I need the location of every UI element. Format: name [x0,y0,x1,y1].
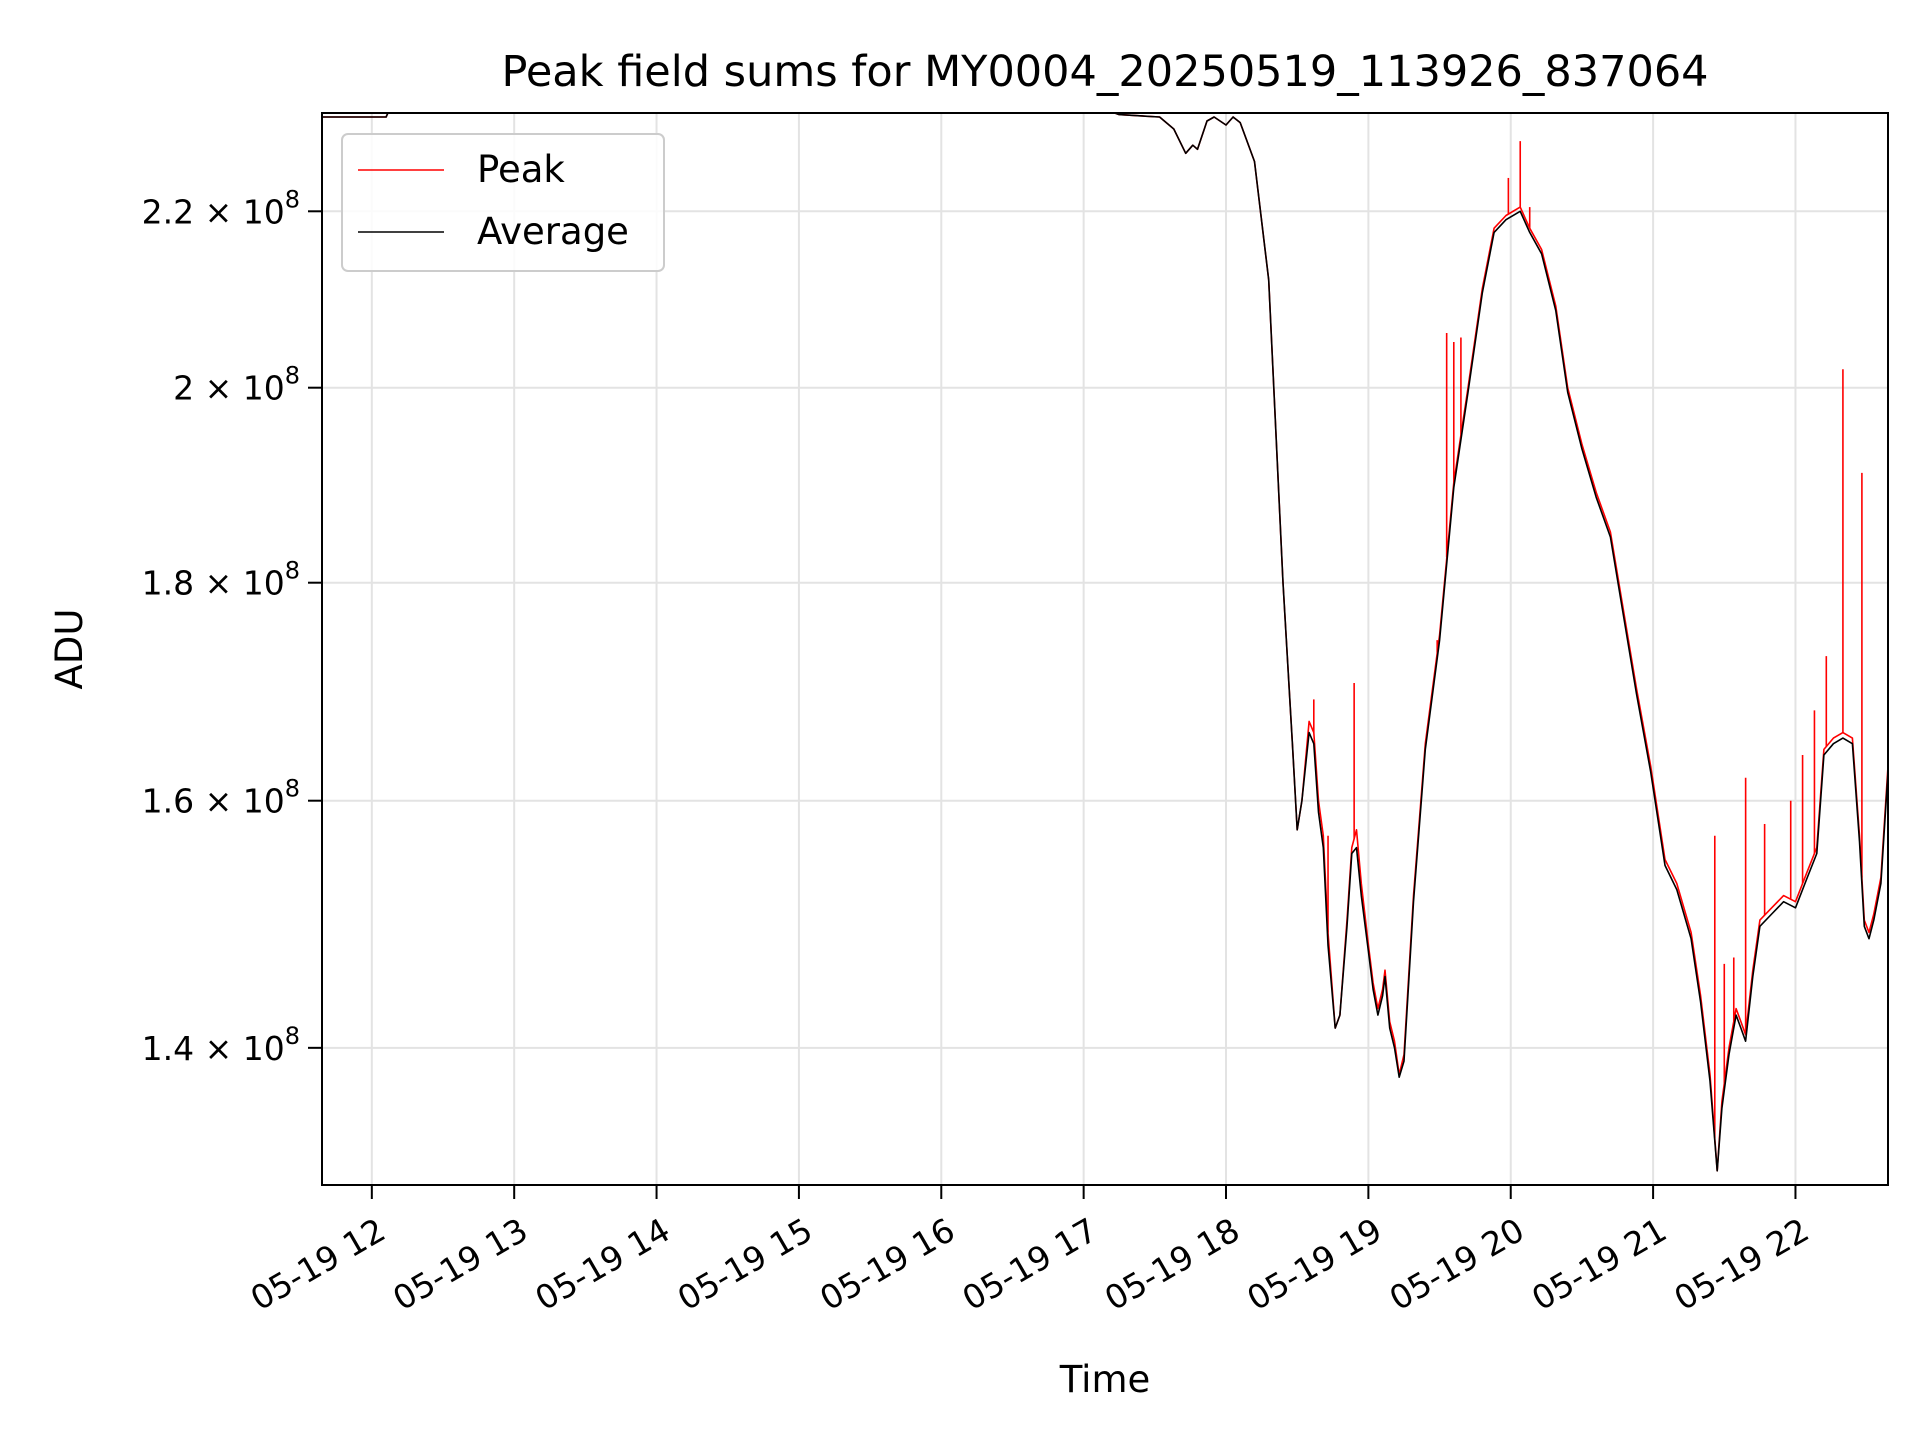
y-tick-label: 2 × 108 [173,362,300,408]
legend-label-peak: Peak [477,148,565,191]
y-tick-exponent: 8 [285,185,300,213]
y-tick-exponent: 8 [285,1022,300,1050]
series-line-average [322,113,1888,1172]
y-tick-label: 1.8 × 108 [142,557,300,603]
y-tick-times: × 10 [194,1029,285,1068]
legend-box [341,133,665,272]
legend-label-average: Average [477,210,629,253]
y-tick-mantissa: 1.8 [142,564,194,603]
y-tick-times: × 10 [194,369,285,408]
y-tick-times: × 10 [194,564,285,603]
chart-title: Peak field sums for MY0004_20250519_1139… [501,47,1708,97]
series-layer [322,113,1888,1172]
y-tick-label: 2.2 × 108 [142,185,300,231]
legend: Peak Average [341,133,665,272]
y-tick-label: 1.4 × 108 [142,1022,300,1068]
y-axis-label: ADU [48,609,91,690]
y-tick-mantissa: 1.4 [142,1029,194,1068]
y-tick-mantissa: 1.6 [142,782,194,821]
y-tick-exponent: 8 [285,362,300,390]
y-tick-label: 1.6 × 108 [142,775,300,821]
y-tick-exponent: 8 [285,557,300,585]
y-tick-mantissa: 2.2 [142,192,194,231]
y-tick-times: × 10 [194,782,285,821]
y-tick-mantissa: 2 [173,369,194,408]
plot-frame [321,112,1889,1186]
y-tick-exponent: 8 [285,775,300,803]
y-tick-times: × 10 [194,192,285,231]
x-axis-label: Time [1059,1358,1151,1401]
